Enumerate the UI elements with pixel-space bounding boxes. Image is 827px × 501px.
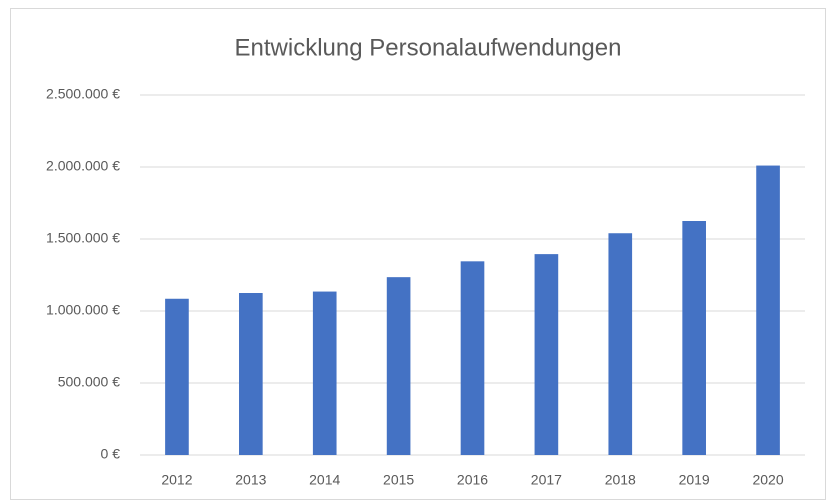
y-tick-label: 2.500.000 € (46, 86, 120, 102)
y-tick-label: 1.000.000 € (46, 302, 120, 318)
bar (682, 221, 706, 455)
bar (608, 233, 633, 455)
x-tick-label: 2017 (531, 472, 562, 488)
bar (460, 261, 485, 455)
bar (386, 277, 411, 455)
x-tick-label: 2018 (605, 472, 636, 488)
x-tick-label: 2019 (679, 472, 710, 488)
x-tick-label: 2020 (752, 472, 783, 488)
x-tick-label: 2016 (457, 472, 488, 488)
x-tick-label: 2014 (309, 472, 340, 488)
x-tick-label: 2015 (383, 472, 414, 488)
bar (312, 291, 337, 455)
y-tick-label: 500.000 € (58, 374, 120, 390)
y-tick-label: 1.500.000 € (46, 230, 120, 246)
x-tick-label: 2012 (161, 472, 192, 488)
bar (756, 165, 780, 455)
chart-title: Entwicklung Personalaufwendungen (235, 34, 622, 61)
bar (534, 254, 559, 455)
bar (239, 293, 263, 455)
y-tick-label: 0 € (101, 446, 121, 462)
x-tick-label: 2013 (235, 472, 266, 488)
bar (165, 298, 189, 455)
y-tick-label: 2.000.000 € (46, 158, 120, 174)
